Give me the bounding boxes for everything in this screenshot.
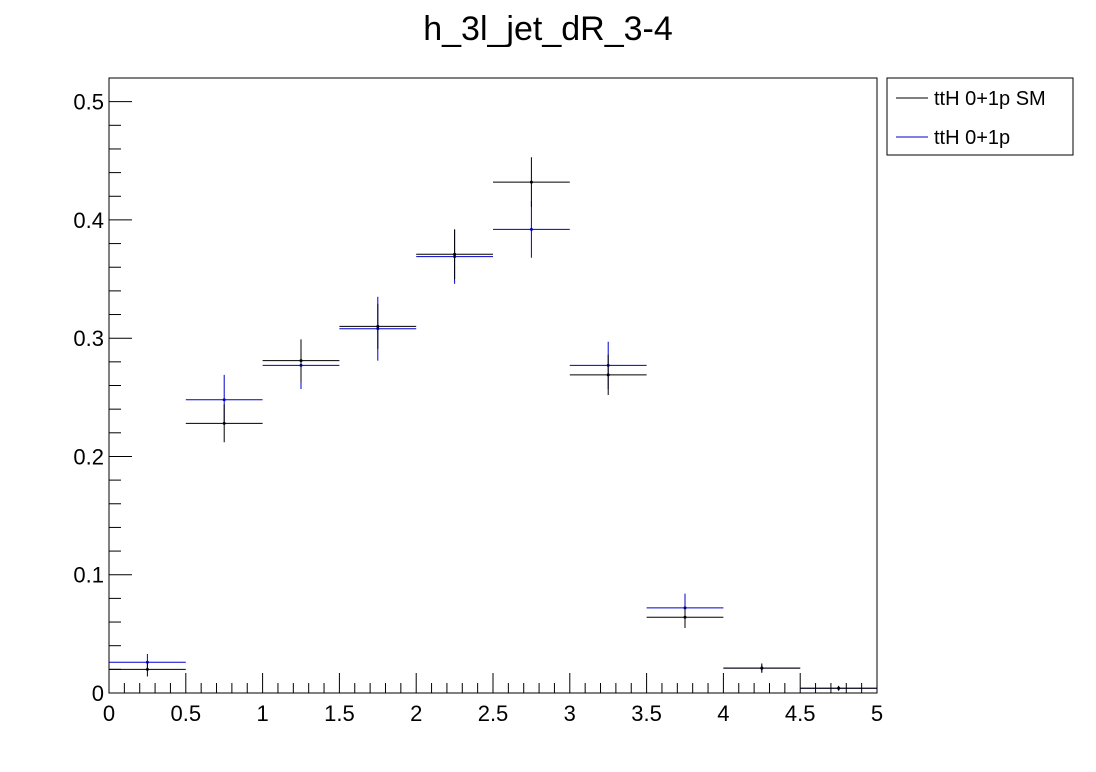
y-tick-label: 0.5 <box>73 90 104 115</box>
x-axis: 0 0.5 1 1.5 2 2.5 3 3.5 4 4.5 5 <box>103 673 883 726</box>
x-tick-label: 1.5 <box>324 701 355 726</box>
y-tick-label: 0.1 <box>73 563 104 588</box>
legend: ttH 0+1p SM ttH 0+1p <box>886 77 1074 156</box>
x-tick-label: 1 <box>256 701 268 726</box>
y-tick-label: 0.2 <box>73 444 104 469</box>
data-point <box>376 324 380 328</box>
data-point <box>529 227 533 231</box>
data-point <box>529 180 533 184</box>
x-tick-label: 4.5 <box>785 701 816 726</box>
x-tick-label: 0 <box>103 701 115 726</box>
y-axis: 0 0.1 0.2 0.3 0.4 0.5 <box>73 77 132 706</box>
data-point <box>222 398 226 402</box>
x-tick-label: 2.5 <box>478 701 509 726</box>
x-tick-label: 4 <box>717 701 729 726</box>
x-tick-label: 3.5 <box>631 701 662 726</box>
data-point <box>760 666 764 670</box>
data-point <box>299 359 303 363</box>
data-point <box>683 615 687 619</box>
y-tick-label: 0 <box>92 681 104 706</box>
series-0 <box>109 157 877 691</box>
legend-label: ttH 0+1p SM <box>934 88 1046 110</box>
data-point <box>222 421 226 425</box>
x-tick-label: 0.5 <box>171 701 202 726</box>
data-point <box>837 686 841 690</box>
y-tick-label: 0.4 <box>73 208 104 233</box>
series-layer <box>109 157 877 691</box>
x-tick-label: 2 <box>410 701 422 726</box>
data-point <box>606 373 610 377</box>
legend-label: ttH 0+1p <box>934 127 1010 149</box>
y-tick-label: 0.3 <box>73 326 104 351</box>
data-point <box>145 667 149 671</box>
data-point <box>453 252 457 256</box>
chart-title: h_3l_jet_dR_3-4 <box>423 10 673 48</box>
x-tick-label: 5 <box>871 701 883 726</box>
legend-box <box>886 77 1074 156</box>
series-1 <box>109 201 877 691</box>
x-tick-label: 3 <box>564 701 576 726</box>
